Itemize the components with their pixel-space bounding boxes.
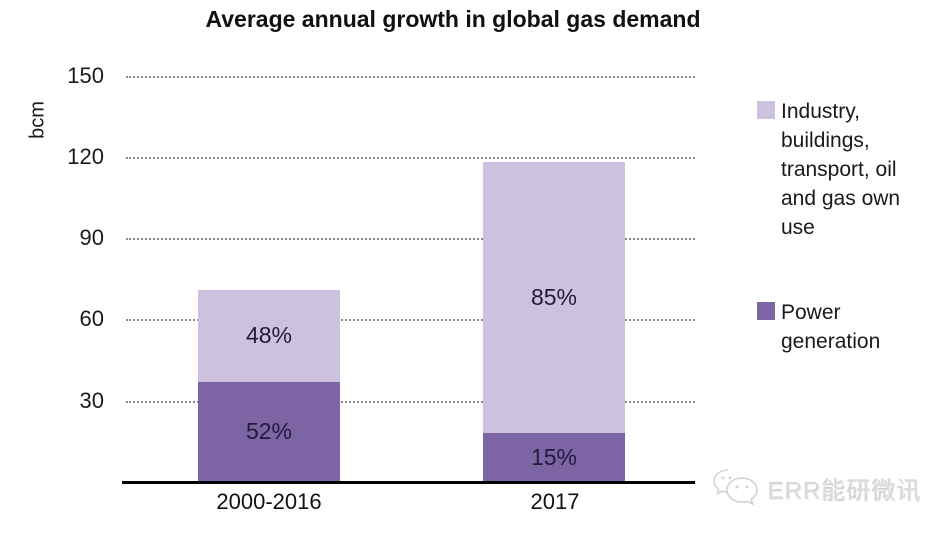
y-tick-label: 90 xyxy=(79,225,104,251)
bar-label-power: 15% xyxy=(530,444,578,471)
bar-segment-power-2000-2016: 52% xyxy=(198,381,340,482)
y-axis-label: bcm xyxy=(26,101,49,139)
y-tick-label: 120 xyxy=(67,143,104,169)
chart-title: Average annual growth in global gas dema… xyxy=(205,6,701,32)
x-axis-label-2017: 2017 xyxy=(530,489,580,514)
gridline-60 xyxy=(126,319,695,322)
gridline-30 xyxy=(126,400,695,403)
bar-label-industry: 85% xyxy=(530,284,578,311)
x-axis-label-2000-2016: 2000-2016 xyxy=(216,489,322,514)
bar-segment-industry-2017: 85% xyxy=(483,162,625,434)
y-tick-label: 150 xyxy=(67,62,104,88)
bar-label-power: 52% xyxy=(245,418,293,445)
watermark-text: ERR能研微讯 xyxy=(768,477,922,505)
bar-label-industry: 48% xyxy=(245,322,293,349)
y-tick-label: 60 xyxy=(79,306,104,332)
legend-swatch-industry xyxy=(757,101,775,119)
gridline-90 xyxy=(126,238,695,241)
y-tick-label: 30 xyxy=(79,387,104,413)
gridline-120 xyxy=(126,156,695,159)
x-axis-line xyxy=(122,481,695,484)
legend-label-power: Power generation xyxy=(781,301,881,353)
bar-segment-industry-2000-2016: 48% xyxy=(198,289,340,382)
watermark: ERR能研微讯 xyxy=(710,466,922,510)
legend-swatch-power xyxy=(757,302,775,320)
legend-label-industry: Industry, buildings, transport, oil and … xyxy=(781,100,901,239)
wechat-icon xyxy=(713,469,758,506)
gridline-150 xyxy=(126,75,695,78)
bar-segment-power-2017: 15% xyxy=(483,433,625,482)
